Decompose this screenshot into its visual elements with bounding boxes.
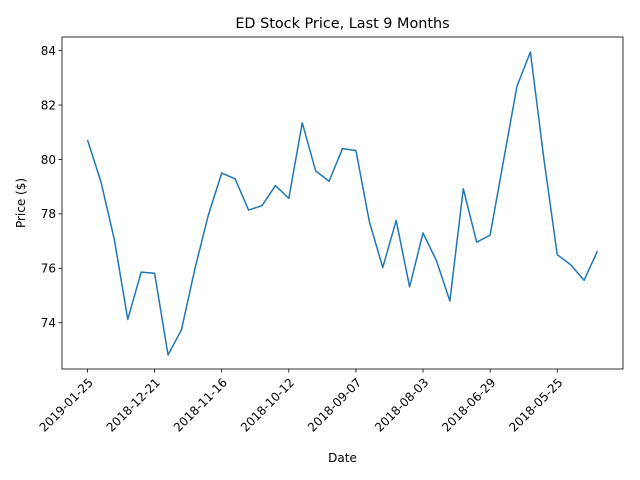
x-axis-label: Date: [328, 451, 357, 465]
y-tick-label: 76: [41, 262, 56, 276]
y-tick-label: 84: [41, 44, 56, 58]
y-tick-label: 74: [41, 316, 56, 330]
chart-title: ED Stock Price, Last 9 Months: [235, 16, 449, 32]
x-tick-label: 2018-09-07: [305, 375, 364, 434]
y-axis-label: Price ($): [14, 178, 28, 228]
plot-frame: [61, 36, 624, 370]
y-tick-label: 82: [41, 98, 56, 112]
y-tick-label: 80: [41, 153, 56, 167]
x-tick-label: 2019-01-25: [37, 375, 96, 434]
y-tick-label: 78: [41, 207, 56, 221]
x-tick-label: 2018-12-21: [104, 375, 163, 434]
series-line: [86, 51, 599, 356]
y-axis: 74 76 78 80 82 84: [41, 44, 62, 330]
x-tick-label: 2018-11-16: [171, 375, 230, 434]
x-tick-label: 2018-08-03: [372, 375, 431, 434]
x-tick-label: 2018-06-29: [439, 375, 498, 434]
x-tick-label: 2018-10-12: [238, 375, 297, 434]
x-axis: 2019-01-25 2018-12-21 2018-11-16 2018-10-12…: [37, 369, 566, 435]
plot-area: [86, 51, 599, 356]
x-tick-label: 2018-05-25: [506, 375, 565, 434]
